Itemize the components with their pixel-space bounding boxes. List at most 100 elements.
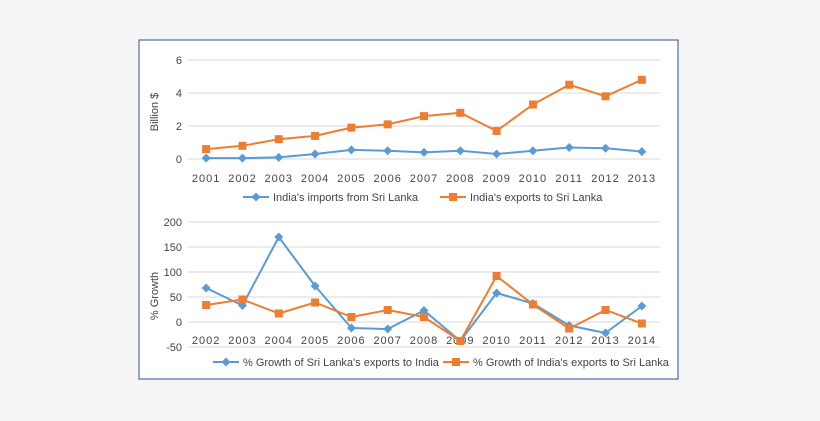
bottom-x-tick-2005: 2005 (301, 335, 329, 347)
bottom-x-tick-2006: 2006 (337, 335, 365, 347)
bottom-x-tick-2007: 2007 (373, 335, 401, 347)
top-y-tick-4: 4 (176, 88, 182, 100)
bottom-series-1-point-2005 (310, 281, 320, 291)
bottom-x-tick-2013: 2013 (591, 335, 619, 347)
bottom-series-2-point-2010 (492, 272, 501, 280)
top-series-2-point-2001 (202, 145, 211, 154)
top-x-tick-2010: 2010 (519, 173, 547, 185)
bottom-series-2-point-2007 (383, 306, 392, 314)
bottom-x-tick-2004: 2004 (265, 335, 293, 347)
top-series-2-point-2009 (492, 126, 501, 135)
bottom-series-2-point-2003 (238, 295, 247, 304)
top-y-axis-label: Billion $ (149, 93, 161, 132)
bottom-gridlines (188, 221, 660, 348)
top-y-tick-6: 6 (176, 55, 182, 67)
bottom-y-tick-0: 0 (176, 317, 182, 329)
top-series-1-point-2010 (528, 146, 538, 156)
top-x-tick-2013: 2013 (628, 173, 656, 185)
top-legend-item-1: India's imports from Sri Lanka (243, 192, 419, 204)
top-series-2-point-2003 (274, 135, 283, 144)
bottom-series-group (201, 232, 647, 346)
top-series-1-point-2012 (601, 143, 611, 153)
bottom-y-tick-150: 150 (164, 242, 182, 254)
top-x-tick-2004: 2004 (301, 173, 329, 185)
bottom-y-tick-50: 50 (170, 292, 182, 304)
top-x-tick-2001: 2001 (192, 173, 220, 185)
bottom-series-1-point-2010 (492, 288, 502, 298)
top-x-tick-2011: 2011 (555, 173, 583, 185)
top-series-2-point-2013 (637, 75, 646, 84)
bottom-legend-item-1: % Growth of Sri Lanka's exports to India (213, 357, 440, 369)
top-series-2-point-2008 (456, 108, 465, 117)
top-x-tick-2005: 2005 (337, 173, 365, 185)
bottom-series-2-point-2002 (202, 301, 211, 309)
bottom-legend: % Growth of Sri Lanka's exports to India… (213, 357, 670, 369)
top-y-tick-2: 2 (176, 121, 182, 133)
top-series-1-point-2005 (346, 145, 356, 155)
top-x-tick-2006: 2006 (373, 173, 401, 185)
bottom-legend-label-2: % Growth of India's exports to Sri Lanka (473, 357, 670, 369)
bottom-series-1-point-2013 (601, 328, 611, 338)
bottom-series-2-point-2011 (528, 300, 537, 309)
top-y-tick-labels: 0 2 4 6 (176, 55, 182, 166)
bottom-x-tick-2002: 2002 (192, 335, 220, 347)
top-legend-label-1: India's imports from Sri Lanka (273, 192, 419, 204)
top-series-1-point-2011 (564, 142, 574, 152)
bottom-series-2-point-2012 (565, 324, 574, 333)
bottom-x-tick-2011: 2011 (519, 335, 547, 347)
bottom-y-axis-label: % Growth (149, 272, 161, 320)
bottom-y-tick-100: 100 (164, 267, 182, 279)
top-series-group (201, 75, 647, 163)
top-series-1-point-2007 (419, 147, 429, 157)
top-series-2-point-2010 (528, 100, 537, 109)
top-y-tick-0: 0 (176, 154, 182, 166)
top-legend-swatch-marker-1 (251, 192, 261, 202)
bottom-series-2 (202, 272, 646, 345)
top-series-1-point-2001 (201, 153, 211, 163)
bottom-series-2-point-2013 (601, 306, 610, 314)
bottom-series-1-point-2004 (274, 232, 284, 242)
bottom-x-tick-2010: 2010 (482, 335, 510, 347)
top-series-1-point-2002 (237, 153, 247, 163)
top-x-tick-2009: 2009 (482, 173, 510, 185)
top-legend-swatch-marker-2 (449, 193, 457, 201)
bottom-y-tick-labels: -50 0 50 100 150 200 (164, 217, 182, 354)
bottom-y-tick-50: -50 (166, 342, 182, 354)
top-legend: India's imports from Sri Lanka India's ex… (243, 192, 603, 204)
bottom-x-tick-2008: 2008 (410, 335, 438, 347)
top-x-tick-2012: 2012 (591, 173, 619, 185)
chart-frame (138, 39, 679, 380)
top-series-2-point-2011 (565, 80, 574, 89)
bottom-x-tick-labels: 2002200320042005200620072008200920102011… (192, 335, 656, 347)
bottom-series-1-point-2008 (419, 306, 429, 315)
top-series-1-point-2004 (310, 149, 320, 159)
top-series-1-point-2006 (383, 146, 393, 156)
top-legend-item-2: India's exports to Sri Lanka (440, 192, 603, 204)
top-x-tick-labels: 2001 2002 2003 2004 2005 2006 2007 2008 2009 2010… (192, 173, 656, 185)
bottom-series-2-point-2008 (420, 313, 428, 321)
bottom-series-2-point-2014 (637, 319, 646, 328)
top-series-1-point-2008 (455, 146, 465, 156)
top-series-2-point-2007 (420, 112, 428, 121)
top-x-tick-2008: 2008 (446, 173, 474, 185)
bottom-series-1-point-2002 (201, 283, 211, 293)
top-series-2-point-2005 (347, 123, 356, 132)
bottom-series-2-point-2005 (311, 298, 320, 307)
bottom-legend-item-2: % Growth of India's exports to Sri Lanka (443, 357, 670, 369)
top-series-1-point-2009 (492, 149, 502, 159)
bottom-series-1-point-2007 (383, 324, 393, 334)
bottom-series-2-point-2006 (347, 313, 356, 321)
bottom-x-tick-2003: 2003 (228, 335, 256, 347)
top-x-tick-2007: 2007 (410, 173, 438, 185)
bottom-x-tick-2012: 2012 (555, 335, 583, 347)
top-series-1-point-2003 (274, 152, 284, 162)
top-series-2-point-2012 (601, 92, 610, 101)
bottom-legend-swatch-marker-1 (221, 357, 231, 367)
top-series-2-point-2004 (311, 131, 320, 140)
chart-bottom-growth-rates: -50 0 50 100 150 200 % Growth 2002 2003 2004 200… (149, 217, 670, 369)
top-x-tick-2002: 2002 (228, 173, 256, 185)
bottom-x-tick-2014: 2014 (628, 335, 656, 347)
bottom-legend-swatch-marker-2 (452, 358, 460, 366)
